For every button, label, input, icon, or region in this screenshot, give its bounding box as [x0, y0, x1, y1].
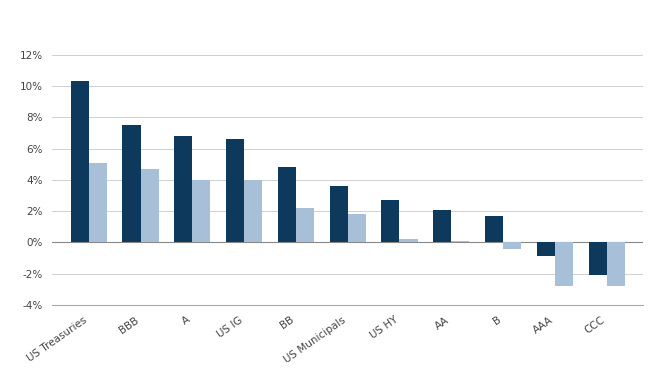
- Bar: [588, 242, 607, 275]
- Text: US Fixed Income: 5-Year CAGR in Total Debt Outstanding/Coupons: US Fixed Income: 5-Year CAGR in Total De…: [10, 17, 502, 30]
- Bar: [537, 242, 555, 256]
- Bar: [296, 208, 314, 242]
- Bar: [555, 242, 573, 286]
- Bar: [89, 163, 107, 242]
- Bar: [277, 167, 296, 242]
- Bar: [607, 242, 625, 286]
- Bar: [244, 180, 262, 242]
- Bar: [226, 139, 244, 242]
- Bar: [400, 239, 418, 242]
- Bar: [140, 169, 159, 242]
- Bar: [174, 136, 192, 242]
- Bar: [329, 186, 348, 242]
- Bar: [503, 242, 521, 249]
- Bar: [123, 125, 140, 242]
- Bar: [485, 216, 503, 242]
- Bar: [71, 81, 89, 242]
- Bar: [192, 180, 211, 242]
- Bar: [348, 214, 366, 242]
- Bar: [381, 200, 400, 242]
- Bar: [451, 241, 470, 242]
- Bar: [433, 210, 451, 242]
